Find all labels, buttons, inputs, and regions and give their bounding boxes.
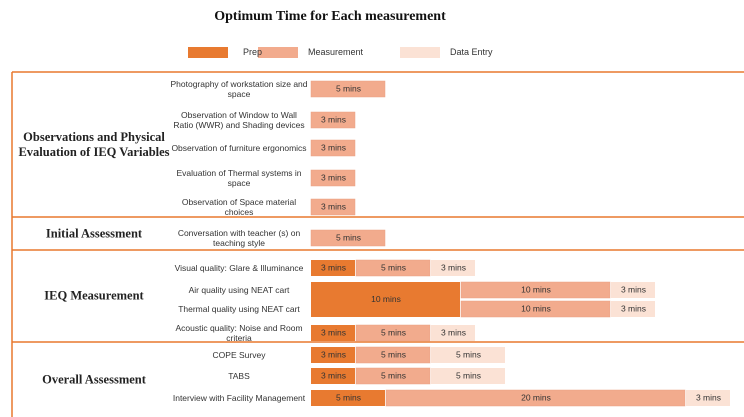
bar bbox=[355, 324, 431, 342]
legend-label: Measurement bbox=[308, 47, 364, 57]
bar bbox=[310, 198, 356, 216]
value-label: 3 mins bbox=[321, 349, 346, 359]
value-label: 3 mins bbox=[321, 370, 346, 380]
value-label: 3 mins bbox=[321, 262, 346, 272]
bar bbox=[431, 260, 475, 276]
chart-title: Optimum Time for Each measurement bbox=[214, 9, 446, 24]
legend-swatch bbox=[188, 47, 228, 58]
row-label: Interview with Facility Management bbox=[172, 393, 306, 403]
bar bbox=[310, 139, 356, 157]
bar bbox=[611, 282, 655, 298]
bar bbox=[355, 367, 431, 385]
bar bbox=[311, 282, 460, 317]
bar bbox=[310, 229, 386, 247]
bar bbox=[355, 346, 431, 364]
row-label: TABS bbox=[228, 371, 250, 381]
row-label: Acoustic quality: Noise and Room criteri… bbox=[175, 323, 303, 343]
bar bbox=[311, 390, 385, 406]
group-label: Observations and Physical Evaluation of … bbox=[18, 129, 170, 159]
legend-swatch bbox=[258, 47, 298, 58]
value-label: 20 mins bbox=[521, 392, 551, 402]
bar bbox=[311, 325, 355, 341]
bar bbox=[385, 389, 686, 407]
bar bbox=[460, 281, 611, 299]
value-label: 5 mins bbox=[336, 232, 361, 242]
value-label: 3 mins bbox=[321, 327, 346, 337]
row-label: Air quality using NEAT cart bbox=[188, 285, 290, 295]
value-label: 3 mins bbox=[321, 201, 346, 211]
value-label: 5 mins bbox=[336, 83, 361, 93]
value-label: 3 mins bbox=[441, 262, 466, 272]
row-label: COPE Survey bbox=[212, 350, 266, 360]
bar bbox=[460, 300, 611, 318]
value-label: 5 mins bbox=[381, 327, 406, 337]
value-label: 5 mins bbox=[456, 370, 481, 380]
bar bbox=[310, 80, 386, 98]
bar bbox=[355, 259, 431, 277]
value-label: 5 mins bbox=[336, 392, 361, 402]
row-label: Conversation with teacher (s) on teachin… bbox=[177, 228, 301, 248]
value-label: 3 mins bbox=[621, 284, 646, 294]
bar bbox=[311, 368, 355, 384]
legend-label: Data Entry bbox=[450, 47, 493, 57]
group-label: IEQ Measurement bbox=[44, 288, 144, 303]
bar bbox=[310, 169, 356, 187]
bar bbox=[686, 390, 730, 406]
value-label: 5 mins bbox=[381, 370, 406, 380]
row-label: Observation of Window to Wall Ratio (WWR… bbox=[173, 110, 305, 130]
row-label: Photography of workstation size and spac… bbox=[170, 79, 308, 99]
legend-label: Prep bbox=[243, 47, 263, 57]
value-label: 10 mins bbox=[371, 294, 401, 304]
legend-swatch bbox=[400, 47, 440, 58]
value-label: 3 mins bbox=[321, 172, 346, 182]
bar bbox=[611, 301, 655, 317]
bar bbox=[431, 325, 475, 341]
value-label: 3 mins bbox=[441, 327, 466, 337]
value-label: 5 mins bbox=[456, 349, 481, 359]
bar bbox=[311, 347, 355, 363]
bar bbox=[311, 260, 355, 276]
bar bbox=[431, 368, 505, 384]
value-label: 5 mins bbox=[381, 262, 406, 272]
row-label: Observation of Space material choices bbox=[181, 197, 297, 217]
value-label: 10 mins bbox=[521, 303, 551, 313]
value-label: 10 mins bbox=[521, 284, 551, 294]
row-label: Visual quality: Glare & Illuminance bbox=[174, 263, 304, 273]
row-label: Observation of furniture ergonomics bbox=[171, 143, 307, 153]
value-label: 3 mins bbox=[621, 303, 646, 313]
value-label: 3 mins bbox=[696, 392, 721, 402]
value-label: 3 mins bbox=[321, 142, 346, 152]
group-label: Overall Assessment bbox=[42, 372, 146, 386]
row-label: Evaluation of Thermal systems in space bbox=[176, 168, 302, 188]
group-label: Initial Assessment bbox=[45, 226, 143, 240]
value-label: 3 mins bbox=[321, 114, 346, 124]
bar bbox=[310, 111, 356, 129]
row-label: Thermal quality using NEAT cart bbox=[178, 304, 300, 314]
bar bbox=[431, 347, 505, 363]
value-label: 5 mins bbox=[381, 349, 406, 359]
